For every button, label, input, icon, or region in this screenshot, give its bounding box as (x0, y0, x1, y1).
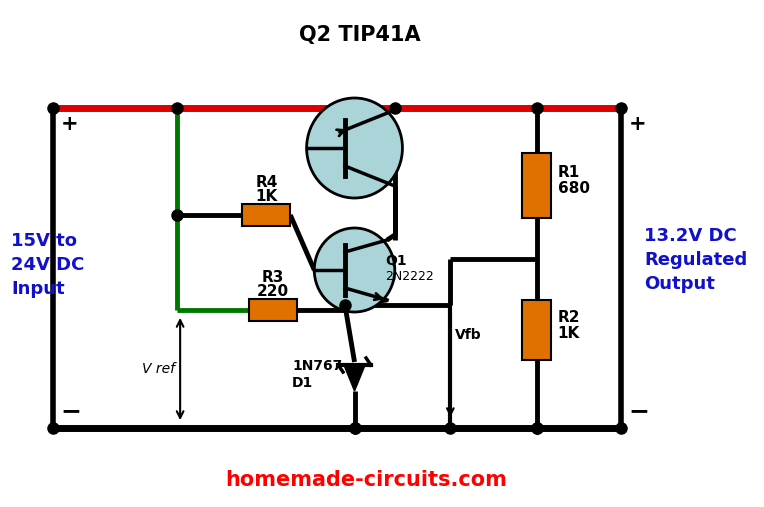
Text: Vfb: Vfb (455, 328, 482, 342)
Text: −: − (60, 399, 81, 423)
Circle shape (314, 228, 395, 312)
Text: Q2 TIP41A: Q2 TIP41A (299, 25, 420, 45)
Text: D1: D1 (293, 376, 313, 390)
Bar (242, 204, 290, 226)
Polygon shape (344, 365, 365, 391)
Text: homemade-circuits.com: homemade-circuits.com (225, 470, 507, 490)
Text: −: − (629, 399, 649, 423)
Bar (249, 299, 297, 321)
Text: V ref: V ref (142, 362, 176, 376)
Text: R1: R1 (558, 165, 580, 180)
Text: 680: 680 (558, 181, 590, 196)
Text: 2N2222: 2N2222 (385, 270, 434, 283)
Text: 13.2V DC
Regulated
Output: 13.2V DC Regulated Output (644, 228, 747, 293)
Bar (523, 153, 551, 218)
Text: 1K: 1K (255, 189, 277, 204)
Text: +: + (60, 114, 78, 134)
Text: R3: R3 (262, 270, 284, 285)
Text: 1N767: 1N767 (293, 359, 342, 373)
Text: 220: 220 (257, 284, 289, 299)
Text: +: + (629, 114, 646, 134)
Text: 1K: 1K (558, 326, 580, 341)
Bar (523, 300, 551, 360)
Text: 15V to
24V DC
Input: 15V to 24V DC Input (11, 232, 85, 298)
Text: R4: R4 (255, 175, 277, 190)
Text: R2: R2 (558, 310, 580, 325)
Text: Q1: Q1 (385, 254, 406, 268)
Circle shape (306, 98, 403, 198)
